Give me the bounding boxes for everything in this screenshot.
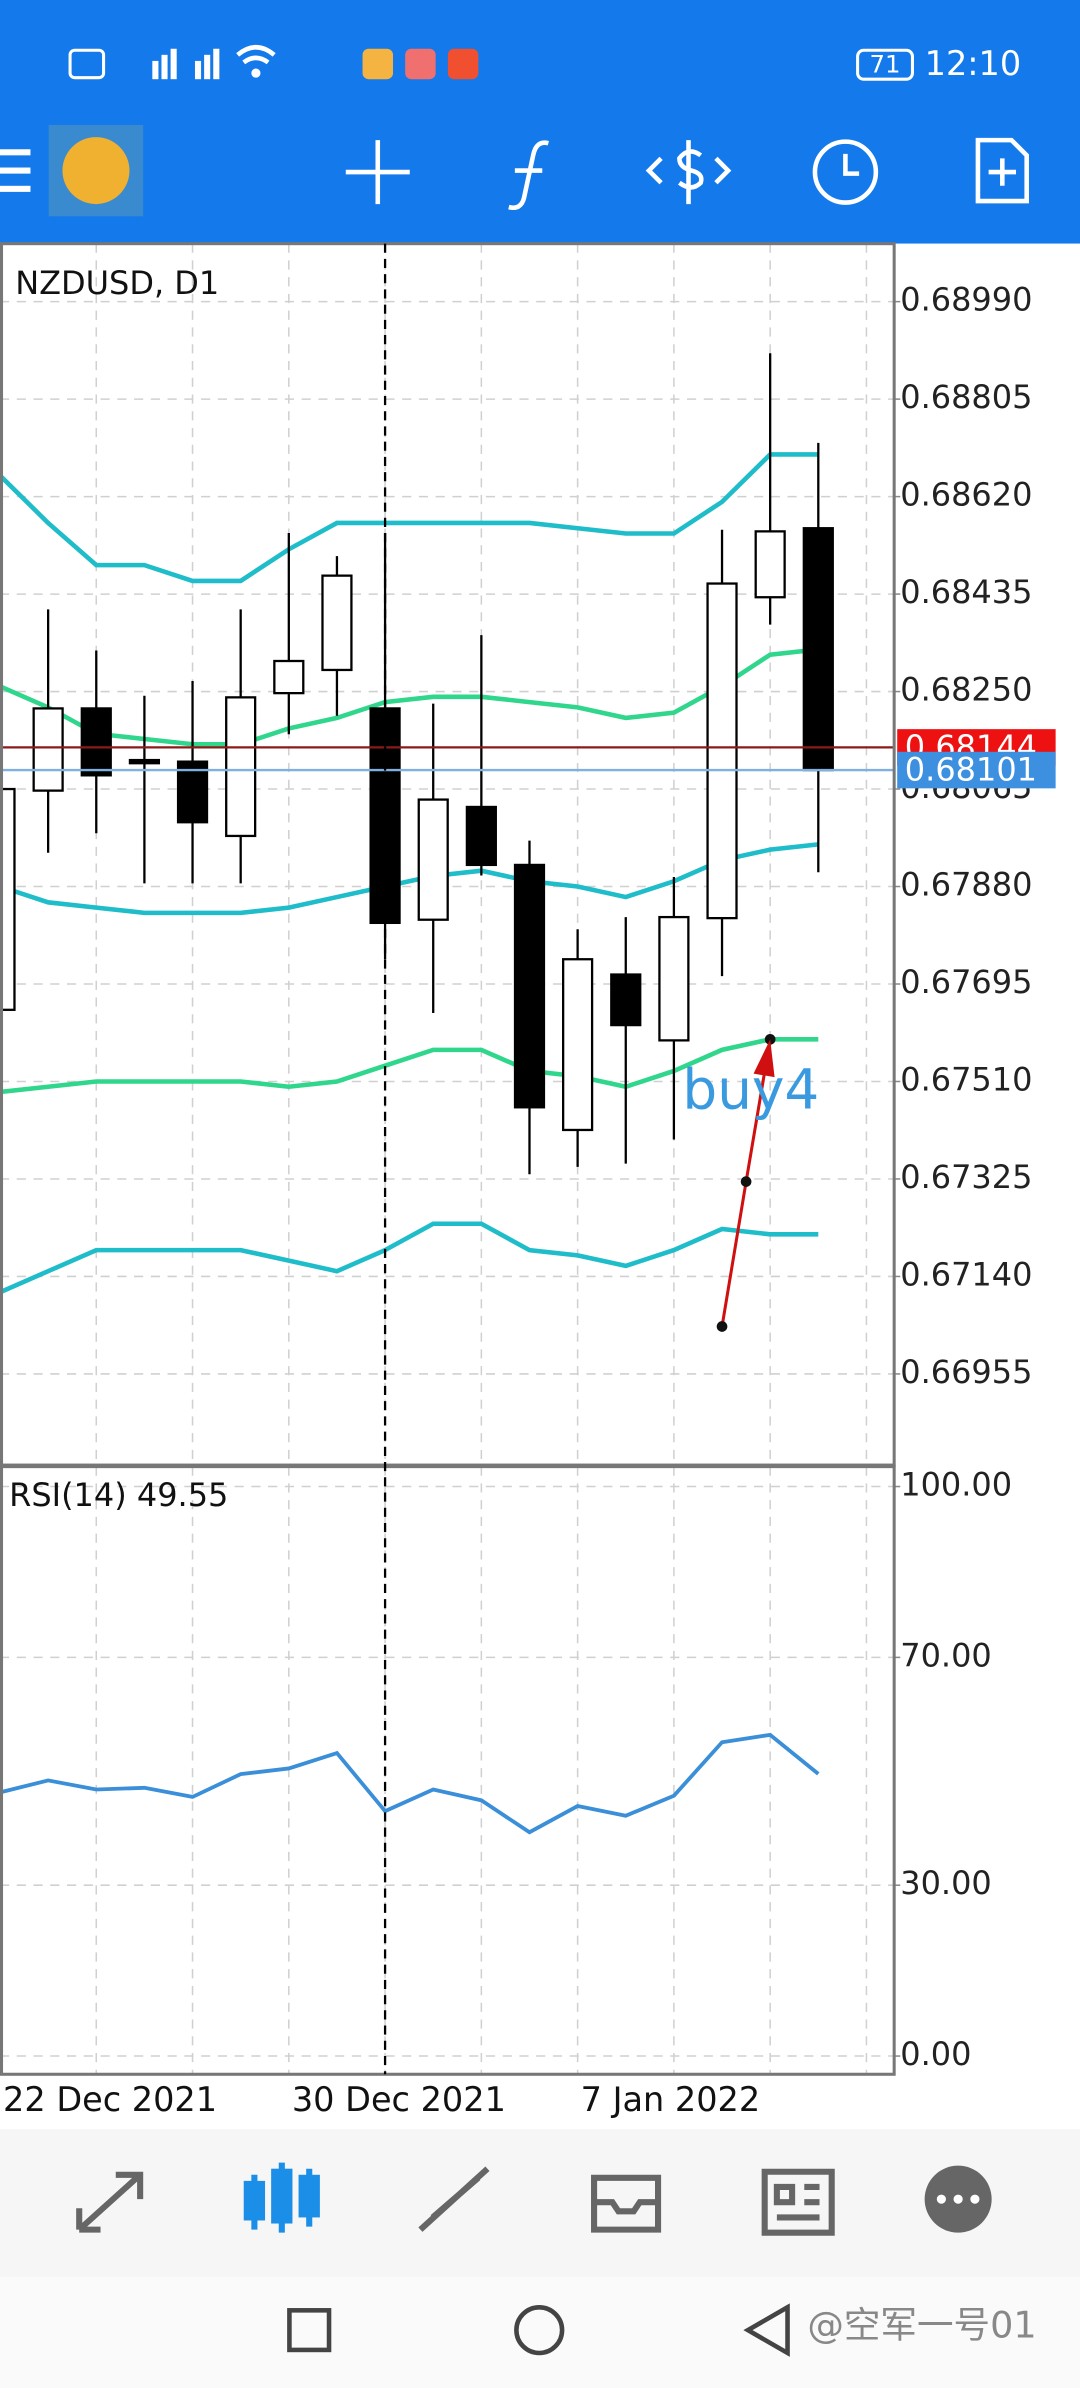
candle-body (610, 973, 642, 1027)
candle-body (706, 582, 738, 920)
chart-tab[interactable] (243, 2162, 320, 2233)
y-tick-label: 0.67695 (900, 963, 1032, 1001)
y-tick-label: 0.67325 (900, 1158, 1032, 1196)
candle-body (321, 574, 353, 672)
band-line (1, 1221, 819, 1295)
battery-level: 71 (870, 49, 901, 78)
back-button[interactable] (743, 2303, 790, 2357)
crosshair-button[interactable] (345, 140, 410, 205)
panel-title: RSI(14) 49.55 (9, 1476, 228, 1514)
recents-button[interactable] (287, 2308, 332, 2353)
panel (1, 243, 895, 1466)
candle-body (225, 696, 257, 838)
news-tab[interactable] (761, 2168, 835, 2236)
trade-tab[interactable] (418, 2166, 490, 2232)
y-tick-label: 0.66955 (900, 1353, 1032, 1391)
price-label: 0.68101 (905, 751, 1037, 789)
rsi-line (1, 1732, 820, 1835)
candle-body (417, 798, 449, 921)
x-tick-label: 30 Dec 2021 (292, 2080, 506, 2119)
bottom-nav-icons (76, 2162, 992, 2236)
candle-body (176, 760, 209, 824)
trade-point (764, 1034, 776, 1045)
y-tick-label: 0.68435 (900, 573, 1032, 611)
y-tick-label: 0.68990 (900, 281, 1032, 319)
candle-body (562, 958, 594, 1132)
indicators-button[interactable] (508, 140, 549, 210)
y-tick-label: 0.67510 (900, 1060, 1032, 1098)
new-order-button[interactable] (975, 137, 1029, 204)
candle-body (513, 863, 546, 1109)
trade-arrowhead (753, 1039, 775, 1078)
candle-body (754, 530, 786, 599)
period-button[interactable] (812, 139, 879, 205)
trade-label: buy4 (682, 1057, 819, 1121)
candle-body (273, 659, 305, 695)
x-tick-label: 22 Dec 2021 (3, 2080, 217, 2119)
panel-title: NZDUSD, D1 (15, 264, 219, 302)
panel-border (0, 1465, 896, 2076)
app-logo-globe (62, 137, 130, 205)
menu-button[interactable] (0, 149, 31, 192)
watermark: @空军一号01 (807, 2304, 1036, 2347)
bottom-nav (0, 2129, 1080, 2277)
band-line (1, 647, 819, 747)
candle-body (32, 707, 64, 792)
chart: 0.689900.688050.686200.684350.682500.680… (0, 242, 1056, 2119)
top-bar (0, 0, 1080, 244)
x-tick-label: 7 Jan 2022 (581, 2080, 761, 2119)
candle-body (1, 787, 16, 1011)
history-tab[interactable] (591, 2174, 662, 2233)
y-tick-label: 0.68250 (900, 671, 1032, 709)
system-nav (0, 2276, 1080, 2388)
y-tick-label: 0.67880 (900, 866, 1032, 904)
toolbar (0, 124, 1029, 217)
chat-tab[interactable] (924, 2165, 992, 2233)
band-line (1, 1037, 819, 1095)
clock: 12:10 (925, 44, 1022, 83)
chart-area (0, 243, 1080, 2130)
trade-button[interactable] (645, 140, 732, 205)
y-tick-label: 0.67140 (900, 1255, 1032, 1293)
y-tick-label: 0.68620 (900, 476, 1032, 514)
candle-body (658, 915, 690, 1042)
quotes-tab[interactable] (76, 2171, 144, 2233)
candle-body (128, 758, 161, 765)
y-tick-label: 70.00 (900, 1636, 992, 1674)
candle-body (802, 527, 834, 772)
y-tick-label: 0.68805 (900, 378, 1032, 416)
home-button[interactable] (514, 2304, 565, 2356)
status-icons (68, 44, 914, 81)
y-tick-label: 0.00 (900, 2035, 971, 2073)
trade-point (716, 1321, 728, 1332)
y-tick-label: 30.00 (900, 1864, 992, 1902)
trade-point (740, 1176, 752, 1187)
band-line (1, 452, 819, 584)
price-label-box (897, 751, 1056, 789)
y-tick-label: 100.00 (900, 1466, 1012, 1504)
band-line (1, 842, 819, 916)
candle-body (465, 805, 497, 867)
system-nav-buttons (287, 2303, 790, 2357)
candle-body (80, 707, 112, 777)
